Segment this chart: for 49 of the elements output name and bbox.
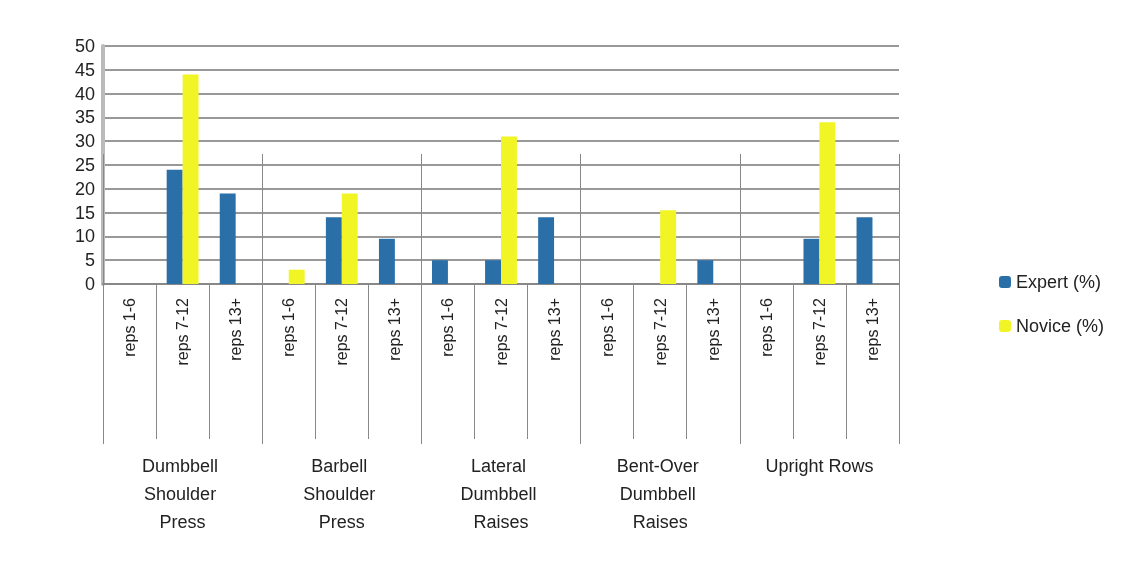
x-tick-label: reps 7-12 <box>810 297 828 366</box>
bar <box>856 217 873 284</box>
x-tick-label: reps 7-12 <box>651 297 669 366</box>
bar <box>803 238 820 284</box>
y-tick-label: 40 <box>74 83 95 104</box>
x-tick-label: reps 1-6 <box>121 297 139 357</box>
y-tick-label: 30 <box>74 131 95 152</box>
bar <box>538 217 555 284</box>
y-tick-label: 5 <box>84 250 95 271</box>
text: Upright Rows <box>765 456 874 476</box>
x-tick-label: reps 13+ <box>863 298 881 361</box>
y-tick-label: 50 <box>74 36 95 56</box>
bar <box>182 74 199 284</box>
y-tick-label: 0 <box>84 274 95 294</box>
x-tick-label: reps 1-6 <box>757 297 775 357</box>
x-tick-label: reps 1-6 <box>598 297 616 357</box>
y-tick-label: 35 <box>74 107 95 128</box>
y-tick-label: 25 <box>74 155 95 175</box>
x-tick-label: reps 1-6 <box>280 297 298 357</box>
text: Lateral Dumbbell Raises <box>460 456 542 532</box>
bar <box>378 238 395 284</box>
y-tick-label: 20 <box>74 178 95 199</box>
bar <box>166 169 183 284</box>
bar <box>501 136 517 284</box>
x-tick-label: reps 1-6 <box>439 297 457 357</box>
text: Barbell Shoulder Press <box>303 456 381 532</box>
text: Bent-Over Dumbbell Raises <box>616 456 704 532</box>
bar <box>697 260 714 284</box>
bar <box>432 260 448 284</box>
x-tick-label: reps 7-12 <box>333 297 351 366</box>
legend-label: Expert (%) <box>1015 272 1102 292</box>
x-tick-label: reps 13+ <box>704 298 722 361</box>
x-tick-label: reps 7-12 <box>492 297 510 366</box>
bar <box>341 193 358 284</box>
bar <box>325 217 342 284</box>
x-tick-label: reps 7-12 <box>174 297 192 366</box>
y-tick-label: 15 <box>74 202 95 223</box>
legend-label: Novice (%) <box>1015 316 1104 336</box>
x-tick-label: reps 13+ <box>386 298 404 361</box>
text: Dumbbell Shoulder Press <box>142 456 224 532</box>
bar <box>288 269 305 284</box>
y-tick-label: 10 <box>74 226 95 247</box>
bar <box>485 260 501 284</box>
bar <box>819 122 836 284</box>
y-tick-label: 45 <box>74 59 95 80</box>
x-tick-label: reps 13+ <box>545 298 563 361</box>
x-tick-label: reps 13+ <box>227 298 245 361</box>
bar <box>219 193 236 284</box>
bar <box>660 210 677 284</box>
